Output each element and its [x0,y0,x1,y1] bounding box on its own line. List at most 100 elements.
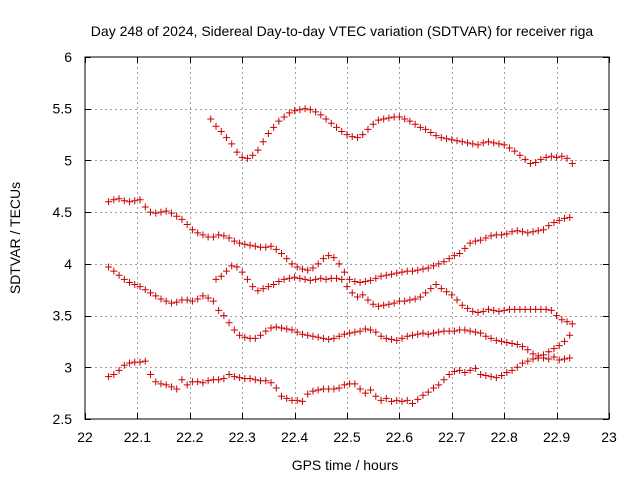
data-point [377,396,385,404]
data-point [335,260,343,268]
data-point [419,329,427,337]
y-axis-label: SDTVAR / TECUs [7,182,23,294]
data-point [524,229,532,237]
data-point [147,371,154,379]
data-point [259,285,267,293]
data-point [115,271,123,279]
data-point [406,117,414,125]
data-point [409,331,416,339]
data-point [367,386,375,394]
data-point [254,146,262,154]
data-point [416,293,424,301]
series-5 [105,353,574,407]
data-point [553,312,561,320]
data-point [416,123,424,131]
data-point [243,275,251,283]
data-point [246,241,254,249]
data-point [388,397,396,405]
data-point [141,286,149,294]
data-point [278,324,285,332]
data-point [346,329,354,337]
data-point [325,252,333,260]
data-point [429,262,437,270]
data-point [272,323,280,331]
data-point [390,299,398,307]
x-tick-label: 22.2 [176,429,203,445]
data-point [173,298,181,306]
data-point [162,297,170,305]
data-point [542,305,550,313]
data-point [526,160,534,168]
data-point [220,375,228,383]
data-point [437,285,445,293]
data-point [427,129,435,137]
data-point [251,376,259,384]
data-point [259,138,267,146]
data-point [110,371,118,379]
data-point [194,229,202,237]
data-point [173,212,181,220]
data-point [348,133,356,141]
data-point [199,379,207,387]
data-point [330,334,338,342]
data-point [429,384,437,392]
data-point [209,233,217,241]
data-point [382,271,390,279]
data-point [275,117,283,125]
data-point [464,304,472,312]
data-point [393,269,401,277]
data-point [319,334,327,342]
data-point [215,231,223,239]
data-point [340,381,348,389]
chart-title: Day 248 of 2024, Sidereal Day-to-day VTE… [91,23,594,39]
data-point [540,226,547,234]
data-point [335,384,343,392]
x-axis-label: GPS time / hours [292,457,399,473]
data-point [120,197,128,205]
data-point [568,160,576,168]
data-point [306,106,314,114]
data-point [490,306,498,314]
data-point [249,283,257,291]
data-point [372,392,380,400]
data-point [262,327,270,335]
data-point [414,266,422,274]
data-point [330,254,338,262]
data-point [306,276,314,284]
data-point [401,297,409,305]
data-point [340,268,348,276]
data-point [230,373,238,381]
data-point [456,366,464,374]
data-point [120,361,128,369]
data-point [487,373,495,381]
data-point [545,355,553,363]
y-tick-label: 2.5 [53,411,73,427]
data-point [246,375,254,383]
data-point [367,276,375,284]
data-point [367,326,375,334]
data-point [377,332,385,340]
data-point [340,330,348,338]
data-point [270,281,278,289]
data-point [288,260,296,268]
data-point [301,275,309,283]
data-point [440,258,448,266]
x-tick-label: 22.8 [491,429,518,445]
data-point [319,255,327,263]
data-point [283,325,291,333]
data-point [437,134,445,142]
data-point [477,371,485,379]
data-point [555,356,563,364]
data-point [136,358,144,366]
data-point [450,367,458,375]
data-point [126,198,134,206]
data-point [115,195,123,203]
data-point [178,376,186,384]
data-point [419,265,427,273]
data-point [141,357,149,365]
data-point [183,381,191,389]
data-point [372,328,380,336]
data-point [105,263,113,271]
data-point [566,354,574,362]
data-point [513,363,521,371]
